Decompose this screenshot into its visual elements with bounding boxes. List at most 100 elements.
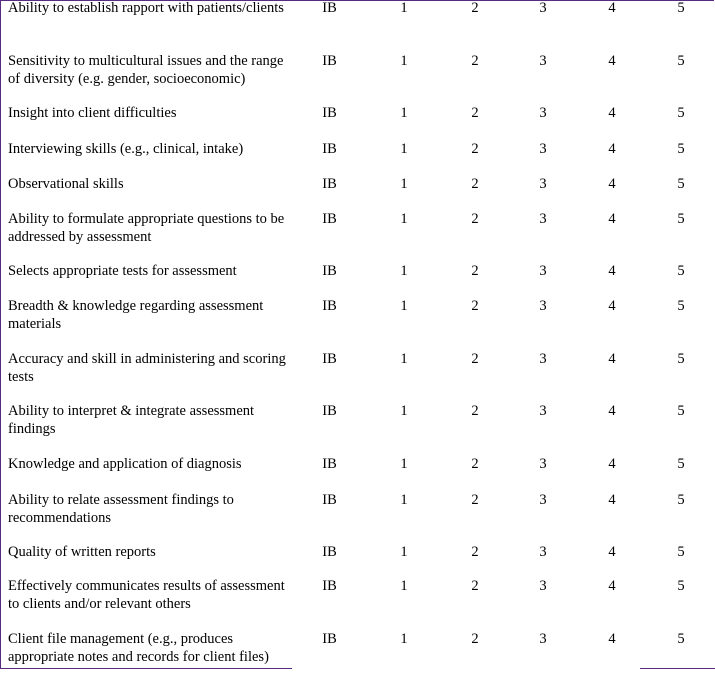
rating-1[interactable]: 1 (367, 297, 441, 350)
rating-4[interactable]: 4 (577, 297, 647, 350)
rating-ib[interactable]: IB (292, 455, 367, 491)
rating-1[interactable]: 1 (367, 543, 441, 578)
rating-3[interactable]: 3 (509, 0, 577, 52)
rating-4[interactable]: 4 (577, 262, 647, 297)
rating-1[interactable]: 1 (367, 578, 441, 631)
rating-ib[interactable]: IB (292, 52, 367, 105)
rating-1[interactable]: 1 (367, 262, 441, 297)
rating-4[interactable]: 4 (577, 52, 647, 105)
rating-1[interactable]: 1 (367, 210, 441, 262)
rating-2[interactable]: 2 (441, 543, 509, 578)
rating-5[interactable]: 5 (647, 491, 715, 543)
rating-4[interactable]: 4 (577, 105, 647, 140)
rating-ib[interactable]: IB (292, 350, 367, 403)
rating-3[interactable]: 3 (509, 350, 577, 403)
rating-1[interactable]: 1 (367, 350, 441, 403)
rating-1[interactable]: 1 (367, 491, 441, 543)
rating-3[interactable]: 3 (509, 262, 577, 297)
rating-ib[interactable]: IB (292, 175, 367, 210)
rating-5[interactable]: 5 (647, 631, 715, 684)
rating-3[interactable]: 3 (509, 543, 577, 578)
rating-5[interactable]: 5 (647, 0, 715, 52)
rating-option-text: 3 (539, 456, 547, 472)
rating-1[interactable]: 1 (367, 140, 441, 175)
rating-5[interactable]: 5 (647, 210, 715, 262)
rating-2[interactable]: 2 (441, 297, 509, 350)
rating-3[interactable]: 3 (509, 52, 577, 105)
rating-4[interactable]: 4 (577, 350, 647, 403)
rating-4[interactable]: 4 (577, 140, 647, 175)
rating-5[interactable]: 5 (647, 297, 715, 350)
rating-2[interactable]: 2 (441, 175, 509, 210)
rating-5[interactable]: 5 (647, 403, 715, 455)
rating-2[interactable]: 2 (441, 350, 509, 403)
rating-4[interactable]: 4 (577, 455, 647, 491)
rating-2[interactable]: 2 (441, 403, 509, 455)
rating-5[interactable]: 5 (647, 52, 715, 105)
rating-3[interactable]: 3 (509, 455, 577, 491)
rating-2[interactable]: 2 (441, 631, 509, 684)
rating-ib[interactable]: IB (292, 491, 367, 543)
rating-5[interactable]: 5 (647, 455, 715, 491)
table-row: Observational skills IB 1 2 3 4 5 (0, 175, 715, 210)
rating-4[interactable]: 4 (577, 543, 647, 578)
rating-ib[interactable]: IB (292, 543, 367, 578)
rating-2[interactable]: 2 (441, 262, 509, 297)
rating-ib[interactable]: IB (292, 631, 367, 684)
competency-text: Breadth & knowledge regarding assessment… (8, 298, 264, 332)
rating-ib[interactable]: IB (292, 140, 367, 175)
rating-3[interactable]: 3 (509, 140, 577, 175)
rating-option-text: 2 (471, 263, 479, 279)
rating-2[interactable]: 2 (441, 491, 509, 543)
rating-4[interactable]: 4 (577, 631, 647, 684)
rating-2[interactable]: 2 (441, 105, 509, 140)
rating-option-text: 1 (400, 211, 408, 227)
rating-3[interactable]: 3 (509, 491, 577, 543)
rating-2[interactable]: 2 (441, 455, 509, 491)
rating-2[interactable]: 2 (441, 210, 509, 262)
rating-4[interactable]: 4 (577, 403, 647, 455)
competency-text: Ability to formulate appropriate questio… (8, 211, 285, 245)
rating-2[interactable]: 2 (441, 140, 509, 175)
rating-1[interactable]: 1 (367, 0, 441, 52)
rating-4[interactable]: 4 (577, 0, 647, 52)
rating-option-text: 2 (471, 403, 479, 419)
rating-3[interactable]: 3 (509, 297, 577, 350)
rating-3[interactable]: 3 (509, 175, 577, 210)
rating-ib[interactable]: IB (292, 105, 367, 140)
rating-5[interactable]: 5 (647, 140, 715, 175)
rating-1[interactable]: 1 (367, 631, 441, 684)
rating-5[interactable]: 5 (647, 350, 715, 403)
rating-3[interactable]: 3 (509, 631, 577, 684)
rating-4[interactable]: 4 (577, 491, 647, 543)
rating-ib[interactable]: IB (292, 210, 367, 262)
rating-5[interactable]: 5 (647, 262, 715, 297)
rating-2[interactable]: 2 (441, 578, 509, 631)
rating-1[interactable]: 1 (367, 175, 441, 210)
rating-ib[interactable]: IB (292, 0, 367, 52)
rating-2[interactable]: 2 (441, 52, 509, 105)
rating-1[interactable]: 1 (367, 105, 441, 140)
rating-ib[interactable]: IB (292, 578, 367, 631)
rating-1[interactable]: 1 (367, 455, 441, 491)
rating-5[interactable]: 5 (647, 578, 715, 631)
rating-option-text: 5 (677, 578, 685, 594)
rating-1[interactable]: 1 (367, 403, 441, 455)
table-row: Interviewing skills (e.g., clinical, int… (0, 140, 715, 175)
rating-2[interactable]: 2 (441, 0, 509, 52)
rating-ib[interactable]: IB (292, 297, 367, 350)
rating-ib[interactable]: IB (292, 262, 367, 297)
rating-3[interactable]: 3 (509, 403, 577, 455)
rating-4[interactable]: 4 (577, 210, 647, 262)
rating-4[interactable]: 4 (577, 175, 647, 210)
rating-5[interactable]: 5 (647, 175, 715, 210)
rating-5[interactable]: 5 (647, 105, 715, 140)
rating-ib[interactable]: IB (292, 403, 367, 455)
rating-5[interactable]: 5 (647, 543, 715, 578)
rating-option-text: 2 (471, 544, 479, 560)
rating-3[interactable]: 3 (509, 210, 577, 262)
rating-1[interactable]: 1 (367, 52, 441, 105)
rating-3[interactable]: 3 (509, 105, 577, 140)
rating-4[interactable]: 4 (577, 578, 647, 631)
rating-3[interactable]: 3 (509, 578, 577, 631)
